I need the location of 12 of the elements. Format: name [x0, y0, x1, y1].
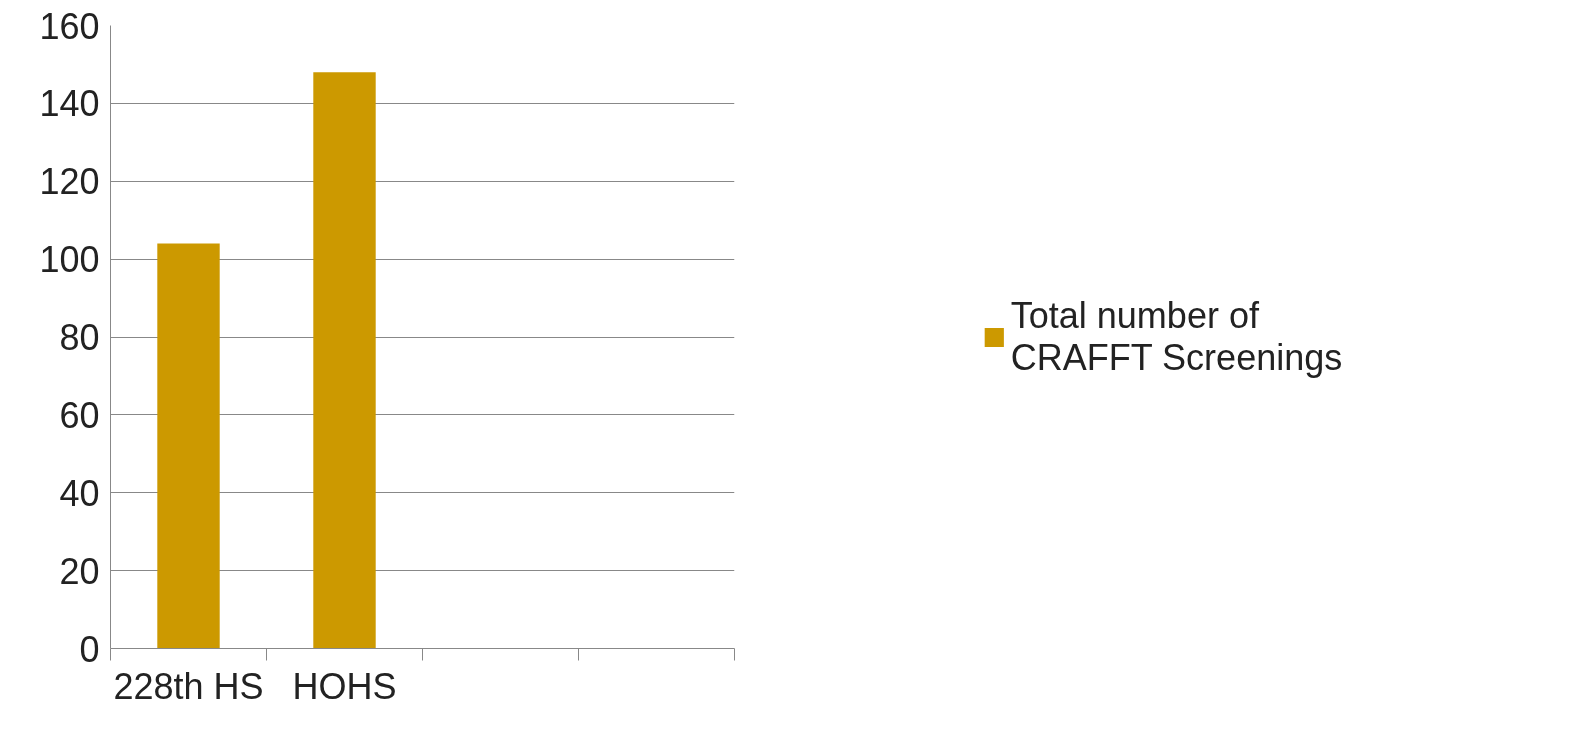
y-tick-label: 100	[39, 239, 100, 281]
y-tick-label: 60	[59, 394, 100, 436]
x-tick-label: HOHS	[292, 665, 397, 707]
y-tick-label: 160	[39, 5, 100, 47]
y-tick-label: 40	[59, 472, 100, 514]
y-tick-label: 140	[39, 83, 100, 125]
y-tick-label: 20	[59, 550, 100, 592]
x-tick-label: 228th HS	[113, 665, 264, 707]
y-tick-label: 0	[79, 628, 100, 670]
legend-label: Total number of CRAFFT Screenings	[1010, 294, 1343, 379]
y-tick-label: 120	[39, 161, 100, 203]
y-tick-label: 80	[59, 317, 100, 358]
